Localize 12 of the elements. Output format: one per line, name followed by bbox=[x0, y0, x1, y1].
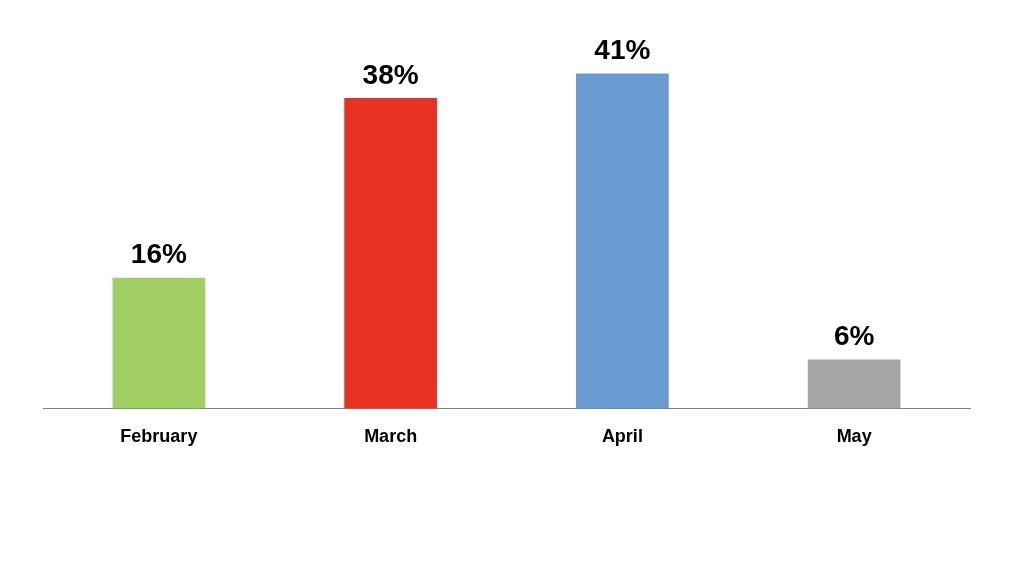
data-label: 38% bbox=[362, 58, 419, 90]
data-label: 16% bbox=[130, 238, 187, 270]
bar bbox=[576, 73, 669, 409]
data-label: 41% bbox=[594, 34, 651, 66]
data-label: 6% bbox=[833, 320, 875, 352]
bar bbox=[344, 98, 437, 409]
x-tick-label: March bbox=[364, 426, 418, 447]
x-tick-label: April bbox=[601, 426, 643, 447]
bar bbox=[112, 277, 206, 409]
x-tick-label: May bbox=[836, 426, 872, 447]
x-tick-label: February bbox=[120, 426, 198, 447]
bar bbox=[807, 359, 901, 409]
